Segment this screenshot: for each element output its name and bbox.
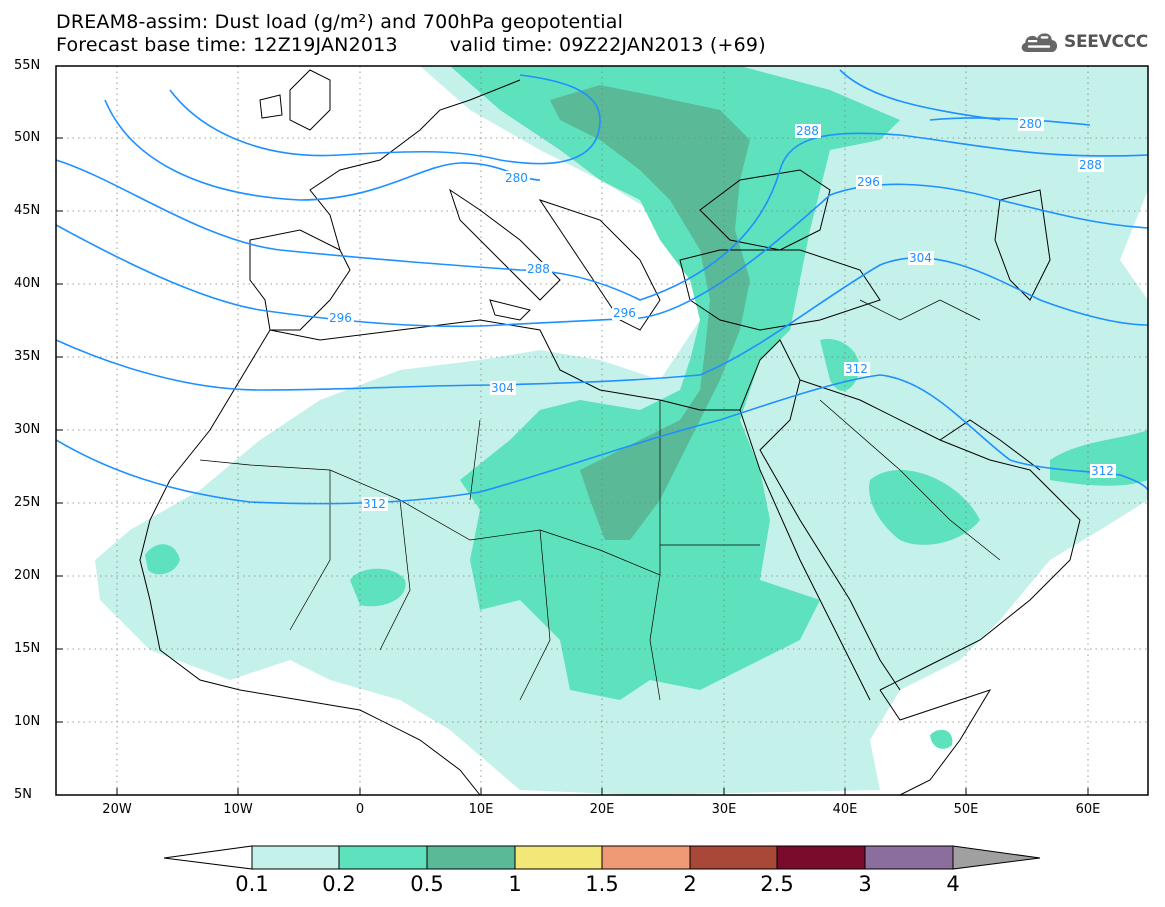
contour-304-tail bbox=[839, 69, 1001, 121]
lat-label: 40N bbox=[14, 276, 41, 291]
dust-level-0.2-patch bbox=[820, 339, 860, 391]
lon-label: 0 bbox=[355, 802, 365, 817]
colorbar bbox=[163, 845, 1041, 870]
map-subtitle: Forecast base time: 12Z19JAN2013 valid ti… bbox=[56, 35, 766, 55]
valid-time: valid time: 09Z22JAN2013 (+69) bbox=[449, 34, 766, 56]
contour-label: 304 bbox=[909, 251, 932, 265]
lon-label: 30E bbox=[711, 802, 737, 817]
coastlines bbox=[139, 69, 1081, 795]
contour-288 bbox=[56, 132, 1148, 301]
lat-label: 10N bbox=[14, 714, 41, 729]
contour-280 bbox=[104, 99, 541, 201]
contour-label: 312 bbox=[845, 362, 868, 376]
contour-label: 296 bbox=[857, 175, 880, 189]
contour-296 bbox=[56, 183, 1148, 328]
colorbar-label: 0.2 bbox=[322, 872, 356, 896]
contour-label: 280 bbox=[505, 171, 528, 185]
colorbar-under-triangle bbox=[163, 845, 253, 870]
map-title: DREAM8-assim: Dust load (g/m²) and 700hP… bbox=[56, 11, 624, 33]
dust-level-0.2-patch bbox=[930, 729, 953, 749]
contour-304 bbox=[56, 257, 1148, 391]
lon-label: 10E bbox=[468, 802, 494, 817]
logo-text: SEEVCCC bbox=[1064, 32, 1148, 52]
lat-label: 20N bbox=[14, 568, 41, 583]
lat-label: 30N bbox=[14, 422, 41, 437]
colorbar-label: 1.5 bbox=[585, 872, 619, 896]
dust-level-0.5 bbox=[550, 85, 750, 540]
lat-lon-grid bbox=[56, 66, 1148, 795]
base-time: Forecast base time: 12Z19JAN2013 bbox=[56, 34, 398, 56]
lat-label: 35N bbox=[14, 349, 41, 364]
colorbar-bin bbox=[689, 845, 778, 870]
lon-label: 60E bbox=[1075, 802, 1101, 817]
contour-312 bbox=[56, 374, 1148, 505]
lon-label: 50E bbox=[953, 802, 979, 817]
contour-labels: 280 288 296 288 280 288 296 304 296 304 … bbox=[328, 117, 1116, 511]
colorbar-bin bbox=[338, 845, 428, 870]
colorbar-label: 2.5 bbox=[760, 872, 794, 896]
axis-ticks bbox=[56, 137, 1089, 795]
lon-label: 20W bbox=[102, 802, 132, 817]
country-borders bbox=[199, 299, 1001, 701]
colorbar-label: 0.1 bbox=[235, 872, 269, 896]
dust-shading bbox=[95, 66, 1148, 795]
lat-label: 5N bbox=[14, 787, 32, 802]
lat-label: 25N bbox=[14, 495, 41, 510]
lat-label: 15N bbox=[14, 641, 41, 656]
cloud-icon bbox=[1021, 33, 1058, 53]
colorbar-bin bbox=[251, 845, 340, 870]
contour-label: 296 bbox=[613, 306, 636, 320]
contour-label: 288 bbox=[796, 124, 819, 138]
colorbar-label: 1 bbox=[508, 872, 522, 896]
contour-label: 280 bbox=[1019, 117, 1042, 131]
dust-level-0.2-patch bbox=[869, 469, 980, 545]
contour-label: 304 bbox=[491, 381, 514, 395]
colorbar-label: 2 bbox=[683, 872, 697, 896]
lon-label: 10W bbox=[223, 802, 253, 817]
contour-280-east bbox=[929, 117, 1091, 126]
colorbar-label: 3 bbox=[858, 872, 872, 896]
contour-label: 288 bbox=[1079, 158, 1102, 172]
seevccc-logo: SEEVCCC bbox=[1018, 26, 1148, 58]
contour-label: 288 bbox=[527, 262, 550, 276]
contour-label: 312 bbox=[363, 497, 386, 511]
colorbar-bin bbox=[426, 845, 516, 870]
colorbar-bin bbox=[601, 845, 691, 870]
contour-label: 312 bbox=[1091, 464, 1114, 478]
contour-label: 296 bbox=[329, 311, 352, 325]
lon-label: 40E bbox=[832, 802, 858, 817]
dust-level-0.2-patch bbox=[1050, 430, 1148, 486]
colorbar-bin bbox=[776, 845, 866, 870]
colorbar-bin bbox=[864, 845, 954, 870]
lat-label: 45N bbox=[14, 203, 41, 218]
colorbar-label: 4 bbox=[946, 872, 960, 896]
colorbar-label: 0.5 bbox=[410, 872, 444, 896]
lat-label: 50N bbox=[14, 130, 41, 145]
geopotential-contours bbox=[56, 69, 1148, 505]
dust-level-0.2-patch bbox=[350, 568, 406, 607]
colorbar-over-triangle bbox=[952, 845, 1041, 870]
dust-level-0.2 bbox=[450, 66, 900, 700]
lon-label: 20E bbox=[589, 802, 615, 817]
dust-level-0.2-patch bbox=[145, 544, 180, 575]
lat-label: 55N bbox=[14, 58, 41, 73]
contour-280-b bbox=[169, 74, 601, 165]
colorbar-bin bbox=[514, 845, 603, 870]
